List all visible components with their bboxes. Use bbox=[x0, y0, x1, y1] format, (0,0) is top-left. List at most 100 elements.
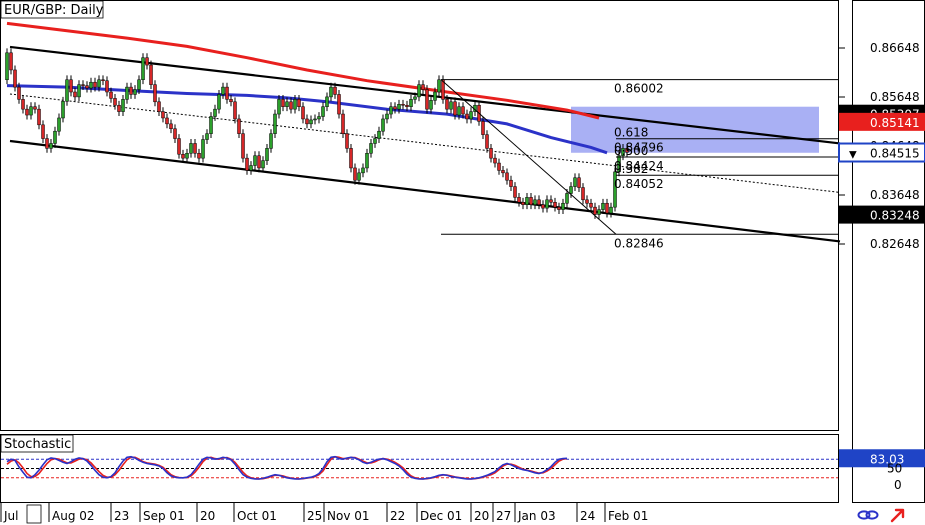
candle[interactable] bbox=[169, 123, 173, 130]
candle[interactable] bbox=[345, 133, 349, 149]
candle[interactable] bbox=[257, 155, 261, 169]
candle[interactable] bbox=[553, 202, 557, 208]
candle[interactable] bbox=[597, 209, 601, 215]
candle[interactable] bbox=[513, 186, 517, 198]
candle[interactable] bbox=[37, 108, 41, 126]
candle[interactable] bbox=[465, 113, 469, 120]
candle[interactable] bbox=[569, 186, 573, 194]
candle[interactable] bbox=[269, 133, 273, 149]
candle[interactable] bbox=[429, 100, 433, 110]
candle[interactable] bbox=[277, 99, 281, 115]
candle[interactable] bbox=[413, 96, 417, 100]
candle[interactable] bbox=[521, 202, 525, 205]
candle[interactable] bbox=[241, 133, 245, 159]
candle[interactable] bbox=[29, 106, 33, 116]
candle[interactable] bbox=[325, 96, 329, 107]
candle[interactable] bbox=[365, 153, 369, 169]
candle[interactable] bbox=[249, 165, 253, 171]
candle[interactable] bbox=[73, 91, 77, 98]
candle[interactable] bbox=[493, 157, 497, 164]
candle[interactable] bbox=[149, 64, 153, 85]
candle[interactable] bbox=[253, 155, 257, 166]
red-arrow-icon[interactable] bbox=[890, 508, 905, 523]
candle[interactable] bbox=[461, 106, 465, 115]
candle[interactable] bbox=[285, 101, 289, 107]
candle[interactable] bbox=[129, 86, 133, 95]
candle[interactable] bbox=[141, 57, 145, 81]
candle[interactable] bbox=[201, 139, 205, 159]
candle[interactable] bbox=[509, 179, 513, 187]
candle[interactable] bbox=[541, 204, 545, 209]
candle[interactable] bbox=[405, 104, 409, 107]
candle[interactable] bbox=[481, 121, 485, 135]
candle[interactable] bbox=[181, 153, 185, 159]
candle[interactable] bbox=[489, 148, 493, 159]
candle[interactable] bbox=[385, 113, 389, 120]
link-chain-icon[interactable] bbox=[857, 510, 879, 520]
candle[interactable] bbox=[61, 101, 65, 119]
candle[interactable] bbox=[161, 111, 165, 119]
candle[interactable] bbox=[177, 138, 181, 155]
candle[interactable] bbox=[221, 86, 225, 95]
candle[interactable] bbox=[113, 98, 117, 106]
candle[interactable] bbox=[89, 81, 93, 89]
candle[interactable] bbox=[417, 84, 421, 98]
candle[interactable] bbox=[381, 118, 385, 132]
candle[interactable] bbox=[125, 86, 129, 100]
candle[interactable] bbox=[313, 118, 317, 121]
candle[interactable] bbox=[409, 99, 413, 107]
candle[interactable] bbox=[9, 52, 13, 71]
candle[interactable] bbox=[445, 99, 449, 110]
candle[interactable] bbox=[57, 117, 61, 132]
candle[interactable] bbox=[297, 99, 301, 107]
candle[interactable] bbox=[621, 148, 625, 156]
candle[interactable] bbox=[305, 118, 309, 125]
candle[interactable] bbox=[573, 177, 577, 187]
candle[interactable] bbox=[529, 197, 533, 205]
candle[interactable] bbox=[41, 124, 45, 139]
candle[interactable] bbox=[561, 202, 565, 210]
candle[interactable] bbox=[185, 153, 189, 159]
candle[interactable] bbox=[469, 111, 473, 120]
candle[interactable] bbox=[589, 202, 593, 208]
candle[interactable] bbox=[449, 101, 453, 110]
candle[interactable] bbox=[49, 143, 53, 149]
candle[interactable] bbox=[153, 84, 157, 103]
candle[interactable] bbox=[609, 206, 613, 214]
candle[interactable] bbox=[173, 128, 177, 139]
candle[interactable] bbox=[229, 99, 233, 103]
candle[interactable] bbox=[317, 116, 321, 120]
candle[interactable] bbox=[33, 106, 37, 110]
candle[interactable] bbox=[101, 79, 105, 82]
candle[interactable] bbox=[81, 84, 85, 86]
candle[interactable] bbox=[157, 101, 161, 112]
candle[interactable] bbox=[209, 116, 213, 134]
candle[interactable] bbox=[549, 199, 553, 203]
candle[interactable] bbox=[341, 113, 345, 134]
candle[interactable] bbox=[353, 167, 357, 181]
candle[interactable] bbox=[65, 79, 69, 102]
candle[interactable] bbox=[457, 106, 461, 116]
candle[interactable] bbox=[117, 104, 121, 112]
candle[interactable] bbox=[349, 148, 353, 169]
candle[interactable] bbox=[261, 160, 265, 169]
candle[interactable] bbox=[613, 171, 617, 208]
candle[interactable] bbox=[377, 130, 381, 139]
candle[interactable] bbox=[189, 143, 193, 154]
candle[interactable] bbox=[425, 89, 429, 110]
candle[interactable] bbox=[545, 199, 549, 209]
candle[interactable] bbox=[197, 153, 201, 159]
candle[interactable] bbox=[321, 106, 325, 117]
candle[interactable] bbox=[53, 130, 57, 144]
candle[interactable] bbox=[565, 193, 569, 204]
candle[interactable] bbox=[25, 108, 29, 116]
candle[interactable] bbox=[217, 94, 221, 110]
candle[interactable] bbox=[593, 206, 597, 215]
candle[interactable] bbox=[421, 84, 425, 90]
candle[interactable] bbox=[605, 202, 609, 214]
candle[interactable] bbox=[485, 134, 489, 149]
candle[interactable] bbox=[357, 172, 361, 181]
candle[interactable] bbox=[245, 157, 249, 171]
candle[interactable] bbox=[293, 99, 297, 110]
candle[interactable] bbox=[225, 86, 229, 100]
